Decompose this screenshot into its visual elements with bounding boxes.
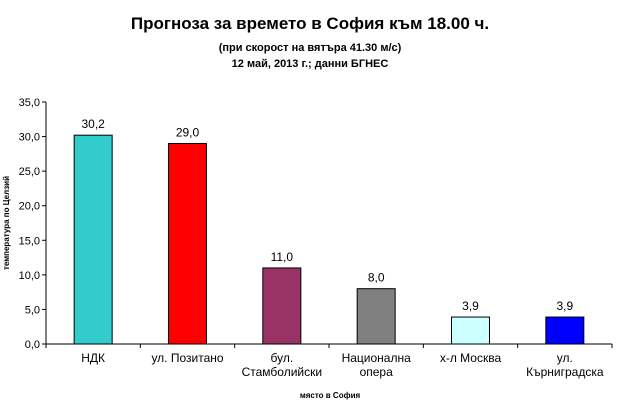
bar (451, 316, 490, 345)
bar (168, 142, 207, 345)
bar (73, 134, 113, 345)
y-axis-label: температура по Целзий (2, 175, 11, 271)
bar-value-label: 11,0 (271, 250, 294, 264)
category-label: ул. (557, 351, 573, 365)
bar-value-label: 3,9 (462, 299, 479, 313)
y-tick-label: 0,0 (25, 339, 40, 351)
chart-subtitle-wind: (при скорост на вятъра 41.30 м/с) (218, 42, 402, 54)
bar (262, 267, 302, 345)
y-tick-label: 25,0 (19, 166, 40, 178)
category-label: Стамболийски (242, 365, 322, 379)
category-label: Национална (342, 351, 412, 365)
y-tick-label: 10,0 (19, 270, 40, 282)
category-label: опера (360, 365, 394, 379)
category-label: бул. (270, 351, 293, 365)
x-axis-label: място в София (299, 391, 361, 400)
y-tick-label: 35,0 (19, 97, 40, 109)
category-label: НДК (81, 351, 105, 365)
bar-value-label: 3,9 (556, 299, 573, 313)
bar (545, 316, 585, 345)
chart-title: Прогноза за времето в София към 18.00 ч. (130, 14, 490, 33)
y-tick-label: 15,0 (19, 235, 40, 247)
category-label: ул. Позитано (151, 351, 223, 365)
y-tick-label: 5,0 (25, 304, 40, 316)
chart-subtitle-date: 12 май, 2013 г.; данни БГНЕС (231, 58, 389, 70)
category-label: Кърниградска (526, 365, 604, 379)
y-tick-label: 30,0 (19, 132, 40, 144)
bar-value-label: 30,2 (81, 117, 105, 131)
category-label: х-л Москва (440, 351, 502, 365)
bar-value-label: 8,0 (368, 271, 385, 285)
bar-value-label: 29,0 (176, 125, 200, 139)
bar (356, 288, 396, 345)
y-tick-label: 20,0 (19, 201, 40, 213)
